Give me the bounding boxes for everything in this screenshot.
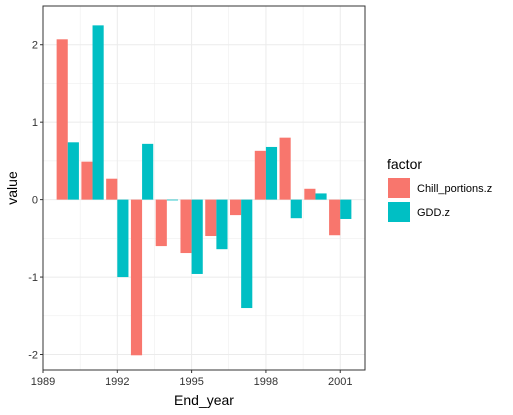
bar-chill-portions-z-1994 <box>155 199 167 247</box>
y-tick-label: -2 <box>28 350 38 362</box>
y-tick-label: 0 <box>32 195 38 207</box>
bar-gdd-z-1995 <box>191 199 203 274</box>
bar-chill-portions-z-1999 <box>279 137 291 200</box>
bar-gdd-z-1994 <box>166 199 178 201</box>
bar-gdd-z-1993 <box>142 143 154 200</box>
x-tick-label: 1989 <box>31 376 55 388</box>
x-tick-label: 1998 <box>254 376 278 388</box>
bar-gdd-z-1990 <box>67 142 79 200</box>
y-tick-label: 2 <box>32 40 38 52</box>
bar-chill-portions-z-1990 <box>56 39 68 200</box>
bar-chill-portions-z-1997 <box>230 199 242 216</box>
bar-gdd-z-1991 <box>92 25 104 200</box>
x-tick-label: 1992 <box>105 376 129 388</box>
y-tick-label: -1 <box>28 272 38 284</box>
y-tick-label: 1 <box>32 117 38 129</box>
legend-label: Chill_portions.z <box>417 183 492 195</box>
bar-chill-portions-z-2001 <box>329 199 341 236</box>
x-axis: 1989 1992 1995 1998 2001 <box>31 370 352 388</box>
plot-panel-border <box>42 5 366 371</box>
bar-chill-portions-z-1996 <box>205 199 217 237</box>
bar-chill-portions-z-1995 <box>180 199 192 254</box>
legend-key-gdd-z <box>388 202 410 222</box>
bar-gdd-z-1999 <box>290 199 302 219</box>
legend-title: factor <box>387 156 422 172</box>
bar-chill-portions-z-1993 <box>130 199 143 356</box>
y-axis: -2 -1 0 1 2 <box>28 40 43 362</box>
bar-gdd-z-2000 <box>315 193 327 200</box>
bar-gdd-z-1998 <box>265 146 278 200</box>
bar-chill-portions-z-1998 <box>254 150 266 200</box>
bar-chill-portions-z-1991 <box>81 161 93 200</box>
x-tick-label: 1995 <box>179 376 203 388</box>
legend: factor Chill_portions.z GDD.z <box>387 156 492 222</box>
x-axis-title: End_year <box>174 392 234 408</box>
legend-label: GDD.z <box>417 207 450 219</box>
bar-chill-portions-z-2000 <box>304 188 316 200</box>
bar-gdd-z-1997 <box>241 199 253 309</box>
bar-chill-portions-z-1992 <box>106 178 118 200</box>
y-axis-title: value <box>4 171 20 205</box>
legend-key-chill-portions-z <box>388 178 410 198</box>
bar-gdd-z-1992 <box>117 199 129 278</box>
bars <box>56 25 352 356</box>
bar-gdd-z-2001 <box>340 199 352 219</box>
bar-gdd-z-1996 <box>216 199 228 250</box>
x-tick-label: 2001 <box>328 376 352 388</box>
